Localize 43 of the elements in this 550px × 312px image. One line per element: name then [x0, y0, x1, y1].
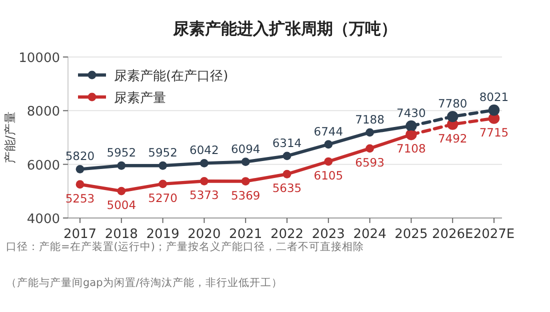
- data-label: 5635: [272, 181, 302, 196]
- x-tick-label: 2026E: [432, 227, 474, 242]
- x-tick-label: 2021: [229, 227, 262, 242]
- x-tick-label: 2025: [394, 227, 428, 242]
- x-tick-label: 2020: [188, 227, 221, 242]
- data-label: 7780: [438, 96, 468, 111]
- text: （产能与产量间gap为闲置/待淘汰产能，非行业低开工）: [6, 276, 282, 289]
- chart-title: 尿素产能进入扩张周期（万吨）: [172, 19, 397, 38]
- y-axis-title: 产能/产量: [3, 111, 17, 164]
- y-tick-label: 6000: [26, 158, 60, 174]
- legend-label: 尿素产能(在产口径): [114, 69, 228, 84]
- data-label: 6105: [314, 168, 344, 183]
- y-tick-label: 4000: [26, 212, 60, 227]
- y-tick-label: 10000: [18, 51, 60, 66]
- legend-label: 尿素产量: [114, 91, 166, 106]
- data-label: 6314: [272, 136, 302, 150]
- data-label: 7108: [396, 142, 426, 156]
- x-tick-label: 2022: [270, 227, 304, 242]
- data-label: 5004: [106, 198, 136, 212]
- data-label: 6744: [314, 124, 344, 138]
- data-label: 8021: [479, 90, 509, 104]
- data-label: 5369: [230, 188, 260, 202]
- data-label: 7430: [396, 106, 426, 120]
- data-label: 6042: [190, 143, 219, 158]
- data-label: 5253: [65, 191, 95, 206]
- x-tick-label: 2019: [146, 227, 180, 242]
- data-label: 5952: [148, 146, 178, 160]
- y-tick-label: 8000: [26, 104, 60, 120]
- data-label: 7715: [479, 125, 509, 140]
- data-label: 5820: [65, 149, 95, 164]
- x-tick-label: 2027E: [473, 227, 515, 242]
- data-label: 5952: [106, 146, 136, 160]
- data-label: 7492: [438, 131, 468, 146]
- x-tick-label: 2024: [353, 227, 386, 242]
- data-label: 5270: [148, 190, 178, 205]
- data-label: 6094: [230, 142, 260, 156]
- data-label: 5373: [190, 188, 219, 202]
- data-label: 6593: [355, 155, 384, 170]
- x-tick-label: 2018: [104, 227, 138, 242]
- x-tick-label: 2017: [63, 227, 97, 242]
- x-tick-label: 2023: [312, 227, 345, 242]
- data-label: 7188: [355, 112, 384, 126]
- text: 口径：产能=在产装置(运行中)；产量按名义产能口径，二者不可直接相除: [6, 240, 364, 253]
